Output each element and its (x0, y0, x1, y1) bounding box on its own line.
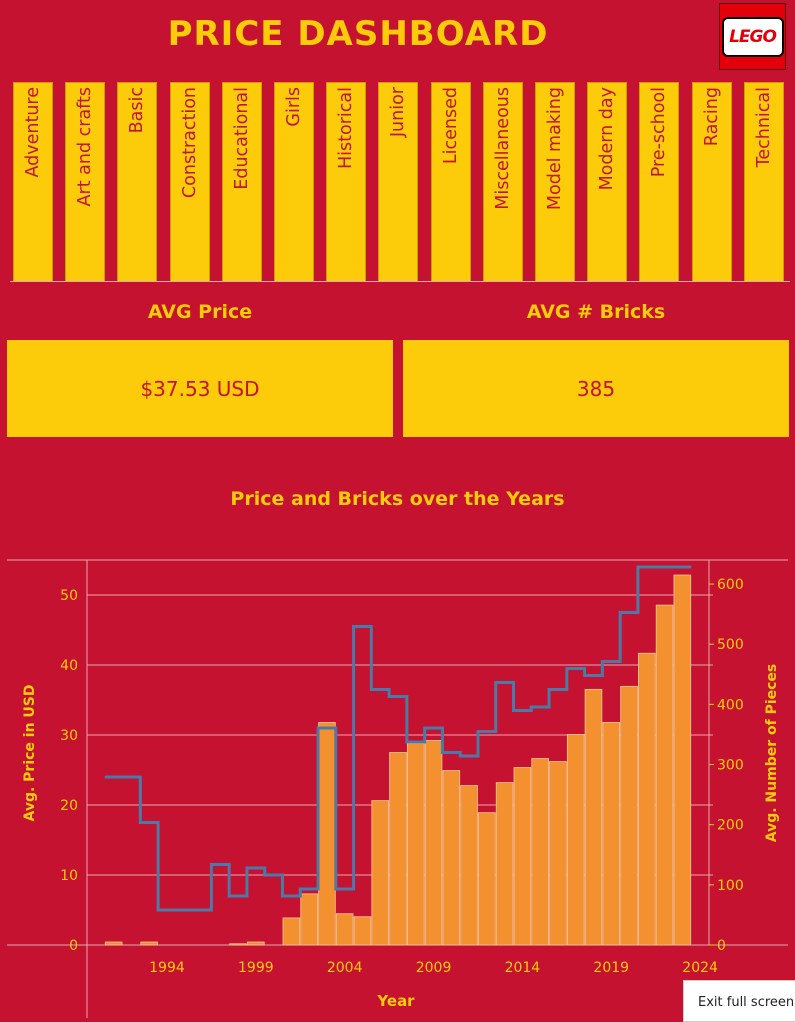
category-label: Junior (388, 87, 409, 138)
bar-2003 (318, 722, 336, 946)
category-button-adventure[interactable]: Adventure (13, 82, 53, 282)
category-button-educational[interactable]: Educational (221, 82, 262, 282)
category-button-licensed[interactable]: Licensed (430, 82, 471, 282)
bar-2022 (655, 604, 674, 946)
category-button-technical[interactable]: Technical (743, 82, 784, 282)
bar-2019 (602, 722, 621, 946)
category-label: Pre-school (649, 87, 670, 178)
category-button-basic[interactable]: Basic (117, 82, 158, 282)
left-axis-label: Avg. Price in USD (22, 684, 38, 821)
category-button-constraction[interactable]: Constraction (169, 82, 210, 282)
bar-2017 (566, 734, 585, 946)
lego-logo-text: LEGO (721, 16, 784, 57)
left-tick-label: 40 (60, 658, 78, 674)
lego-logo: LEGO (719, 3, 786, 70)
bar-2018 (584, 688, 603, 946)
category-button-girls[interactable]: Girls (274, 82, 314, 282)
right-tick-label: 300 (717, 758, 744, 774)
bar-2012 (478, 812, 496, 946)
right-tick-label: 0 (717, 938, 726, 954)
category-button-pre-school[interactable]: Pre-school (639, 82, 680, 282)
bar-2005 (353, 916, 372, 946)
bar-2021 (638, 652, 656, 946)
bar-2011 (460, 785, 478, 946)
bar-2007 (389, 752, 407, 946)
category-button-model-making[interactable]: Model making (535, 82, 575, 282)
bar-2013 (495, 782, 514, 946)
bar-2001 (282, 917, 301, 946)
bar-1991 (104, 941, 123, 946)
category-label: Girls (284, 87, 304, 127)
page-title: PRICE DASHBOARD (167, 14, 549, 54)
right-tick-label: 200 (717, 818, 744, 834)
avg-price-label: AVG Price (147, 301, 253, 323)
category-button-junior[interactable]: Junior (378, 82, 419, 282)
category-label: Modern day (597, 87, 618, 191)
bar-2016 (549, 761, 567, 946)
bar-2006 (371, 800, 390, 946)
exit-full-screen-button[interactable]: Exit full screen (683, 980, 795, 1022)
avg-price-card: $37.53 USD (7, 340, 393, 437)
left-tick-label: 50 (60, 588, 78, 604)
x-tick-label: 2019 (593, 960, 629, 976)
right-tick-label: 400 (717, 697, 744, 713)
category-label: Racing (701, 87, 722, 147)
bar-2008 (406, 743, 425, 946)
left-tick-label: 30 (60, 728, 78, 744)
avg-bricks-card: 385 (403, 340, 789, 437)
price-step-line (104, 565, 692, 912)
x-tick-label: 2009 (416, 960, 452, 976)
category-button-modern-day[interactable]: Modern day (587, 82, 628, 282)
x-axis-label: Year (376, 992, 415, 1010)
bar-2010 (442, 770, 461, 946)
category-label: Model making (545, 87, 565, 211)
right-tick-label: 600 (717, 577, 744, 593)
left-tick-label: 0 (69, 938, 78, 954)
right-tick-label: 500 (717, 637, 744, 653)
divider (10, 281, 790, 282)
avg-bricks-label: AVG # Bricks (526, 301, 666, 323)
bar-1999 (247, 941, 265, 946)
bar-2015 (531, 758, 549, 946)
bar-2002 (300, 893, 318, 946)
bar-2023 (673, 574, 692, 946)
category-label: Adventure (23, 87, 43, 178)
left-tick-label: 10 (60, 868, 78, 884)
category-label: Basic (127, 87, 148, 134)
x-tick-label: 2024 (682, 960, 718, 976)
left-tick-label: 20 (60, 798, 78, 814)
right-axis-label: Avg. Number of Pieces (764, 664, 780, 843)
avg-price-value: $37.53 USD (140, 376, 260, 401)
bar-2004 (335, 913, 354, 946)
bar-2020 (620, 685, 638, 946)
category-label: Educational (231, 87, 252, 190)
category-label: Historical (336, 87, 357, 169)
bar-1993 (140, 941, 158, 946)
x-tick-label: 2014 (505, 960, 541, 976)
x-tick-label: 2004 (327, 960, 363, 976)
category-label: Technical (753, 87, 774, 168)
bar-2014 (513, 767, 532, 946)
right-tick-label: 100 (717, 878, 744, 894)
avg-bricks-value: 385 (576, 376, 616, 401)
category-filter: Adventure Art and crafts Basic Constraction… (0, 82, 795, 282)
chart-title: Price and Bricks over the Years (230, 488, 565, 510)
category-button-miscellaneous[interactable]: Miscellaneous (482, 82, 523, 282)
x-tick-label: 1999 (238, 960, 274, 976)
category-label: Constraction (179, 87, 200, 199)
category-label: Licensed (440, 87, 461, 165)
category-label: Miscellaneous (492, 87, 513, 210)
bar-2009 (424, 740, 443, 946)
category-button-art-and-crafts[interactable]: Art and crafts (65, 82, 106, 282)
category-button-racing[interactable]: Racing (691, 82, 732, 282)
bar-1998 (229, 943, 247, 946)
category-label: Art and crafts (75, 87, 96, 207)
category-button-historical[interactable]: Historical (326, 82, 367, 282)
x-tick-label: 1994 (149, 960, 185, 976)
